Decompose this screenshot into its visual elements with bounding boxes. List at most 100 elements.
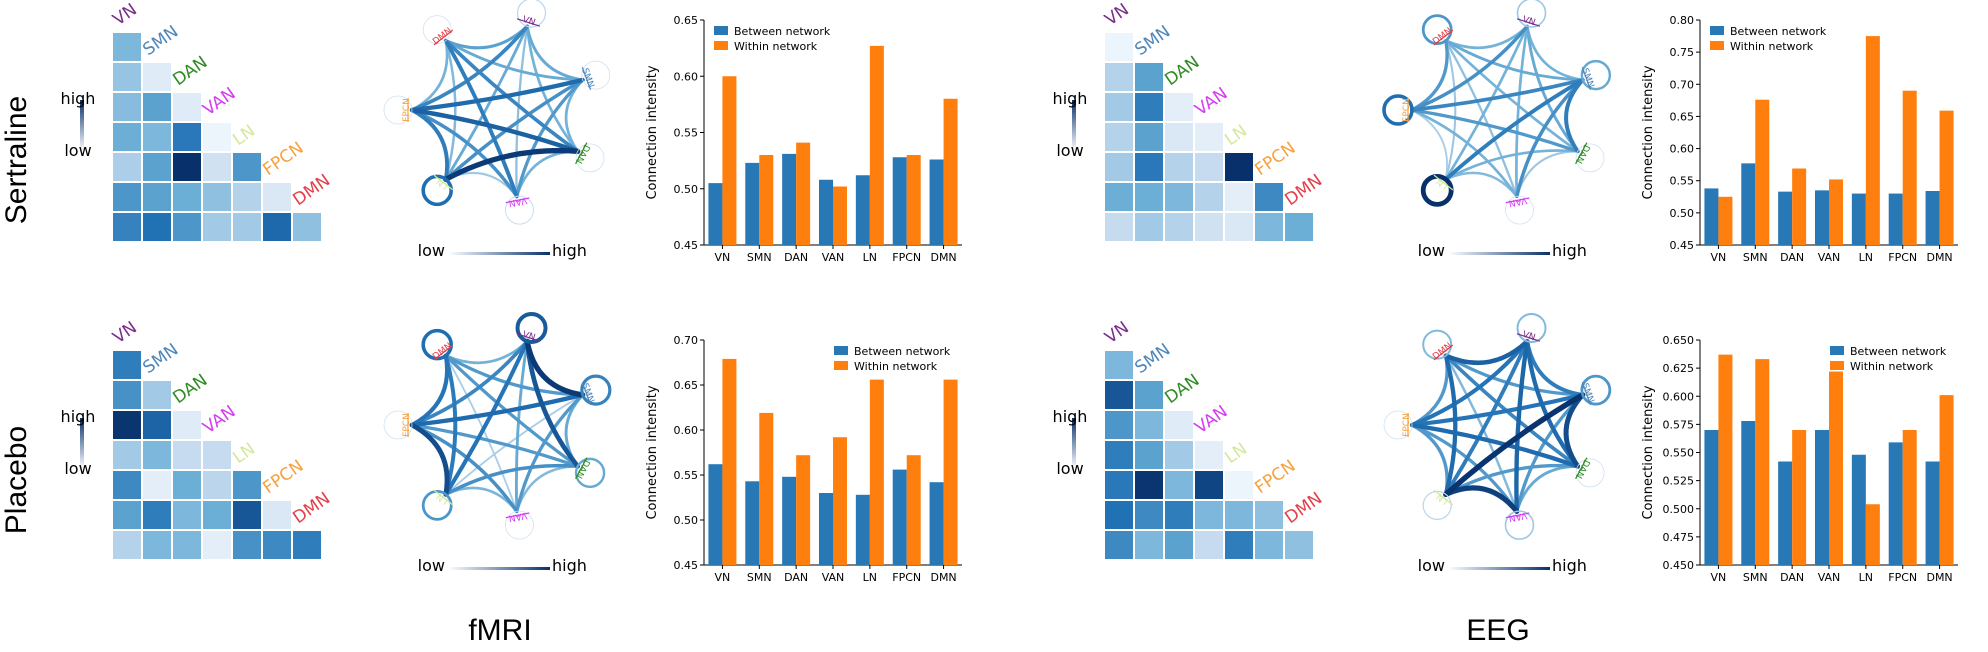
heatmap-cell xyxy=(171,439,203,471)
bar-within-smn xyxy=(1755,99,1770,245)
circle-edge xyxy=(444,24,529,181)
heatmap-cell xyxy=(201,499,233,531)
heatmap-cell xyxy=(141,151,173,183)
x-tick-label-dan: DAN xyxy=(784,251,808,264)
y-tick-label: 0.500 xyxy=(1663,503,1695,516)
self-loop xyxy=(1580,374,1612,406)
heatmap-cell xyxy=(231,211,263,243)
bar-within-van xyxy=(1829,371,1843,565)
network-arc xyxy=(505,512,530,519)
self-loop xyxy=(1421,14,1453,46)
heatmap-cell xyxy=(1133,379,1165,411)
circle-edge xyxy=(515,465,579,513)
heatmap-cell xyxy=(111,469,143,501)
y-tick-label: 0.600 xyxy=(1663,390,1695,403)
bar-between-smn xyxy=(745,481,760,565)
heatmap-label-smn: SMN xyxy=(139,22,182,60)
bar-within-ln xyxy=(869,379,884,565)
colorbar-high-label: high xyxy=(1053,407,1088,426)
bar-between-smn xyxy=(745,162,760,245)
heatmap-cell xyxy=(231,469,263,501)
heatmap-label-ln: LN xyxy=(229,439,259,468)
network-arc xyxy=(505,197,530,204)
bar-within-dan xyxy=(1792,168,1807,245)
bar-within-dmn xyxy=(943,379,958,565)
heatmap-cell xyxy=(1193,211,1225,243)
heatmap-cell xyxy=(1133,91,1165,123)
colorbar-low-label: low xyxy=(1056,459,1083,478)
circle-edge xyxy=(1410,78,1585,112)
y-tick-label: 0.625 xyxy=(1663,362,1695,375)
network-arc xyxy=(516,333,541,342)
network-arc xyxy=(433,174,454,191)
heatmap-cell xyxy=(201,181,233,213)
circle-edge xyxy=(1564,77,1585,154)
self-loop xyxy=(1383,410,1413,440)
circle-edge xyxy=(1443,353,1580,469)
bar-between-ln xyxy=(1851,193,1866,245)
heatmap-cell xyxy=(1283,529,1315,561)
bar-between-ln xyxy=(855,175,870,245)
x-tick-label-van: VAN xyxy=(1818,251,1841,264)
bar-within-dmn xyxy=(1939,395,1954,565)
heatmap-cell xyxy=(1193,529,1225,561)
heatmap-cell xyxy=(231,181,263,213)
scale-low-label: low xyxy=(418,241,445,260)
heatmap-cell xyxy=(1103,409,1135,441)
row-label-placebo: Placebo xyxy=(0,426,33,534)
heatmap-cell xyxy=(1223,211,1255,243)
heatmap-cell xyxy=(1163,529,1195,561)
bar-between-dmn xyxy=(1925,461,1940,565)
heatmap-cell xyxy=(1103,211,1135,243)
heatmap-cell xyxy=(1193,439,1225,471)
circle-edge xyxy=(1443,392,1586,498)
bar-chart-placebo-eeg: 0.450 0.475 0.500 0.525 0.550 0.575 0.600 0.625… xyxy=(1641,334,1958,584)
y-axis-label: Connection intensity xyxy=(645,65,660,199)
circle-edge xyxy=(1411,109,1448,181)
heatmap-cell xyxy=(111,91,143,123)
circle-edge xyxy=(1444,39,1585,82)
heatmap-cell xyxy=(1193,121,1225,153)
heatmap-cell xyxy=(1103,379,1135,411)
heatmap-cell xyxy=(1253,181,1285,213)
y-tick-label: 0.45 xyxy=(1670,239,1695,252)
network-arc xyxy=(433,29,454,46)
legend-swatch-between xyxy=(1710,26,1724,35)
y-tick-label: 0.60 xyxy=(674,424,699,437)
legend-label-between: Between network xyxy=(1850,345,1947,358)
heatmap-cell xyxy=(1133,181,1165,213)
legend-swatch-within xyxy=(1710,41,1724,50)
bar-between-van xyxy=(1815,190,1829,245)
y-tick-label: 0.60 xyxy=(674,70,699,83)
circle-label-fpcn: FPCN xyxy=(402,413,412,437)
circle-edge xyxy=(1409,392,1585,428)
heatmap-label-van: VAN xyxy=(199,402,239,438)
self-loop xyxy=(516,0,547,28)
legend-swatch-within xyxy=(714,41,728,50)
circle-edge xyxy=(515,78,585,199)
heatmap-cell xyxy=(1103,499,1135,531)
heatmap-cell xyxy=(111,439,143,471)
network-arc xyxy=(575,142,588,165)
self-loop xyxy=(1575,143,1605,173)
self-loop xyxy=(421,489,453,521)
heatmap-cell xyxy=(1283,211,1315,243)
y-tick-label: 0.45 xyxy=(674,559,699,572)
heatmap-label-fpcn: FPCN xyxy=(1251,456,1299,498)
x-tick-label-dmn: DMN xyxy=(1926,571,1952,584)
heatmap-cell xyxy=(1133,61,1165,93)
circle-edge xyxy=(1563,392,1586,469)
self-loop xyxy=(581,60,611,90)
circle-edge xyxy=(410,24,530,112)
x-tick-label-ln: LN xyxy=(1859,571,1873,584)
circle-edge xyxy=(409,107,580,154)
circle-edge xyxy=(410,108,519,199)
heatmap-cell xyxy=(1133,469,1165,501)
bar-within-ln xyxy=(1865,504,1880,565)
legend-label-within: Within network xyxy=(1850,360,1934,373)
self-loop xyxy=(1422,329,1453,360)
bar-within-vn xyxy=(722,76,737,245)
network-arc xyxy=(1575,142,1588,165)
heatmap-cell xyxy=(111,31,143,63)
y-tick-label: 0.65 xyxy=(1670,110,1695,123)
